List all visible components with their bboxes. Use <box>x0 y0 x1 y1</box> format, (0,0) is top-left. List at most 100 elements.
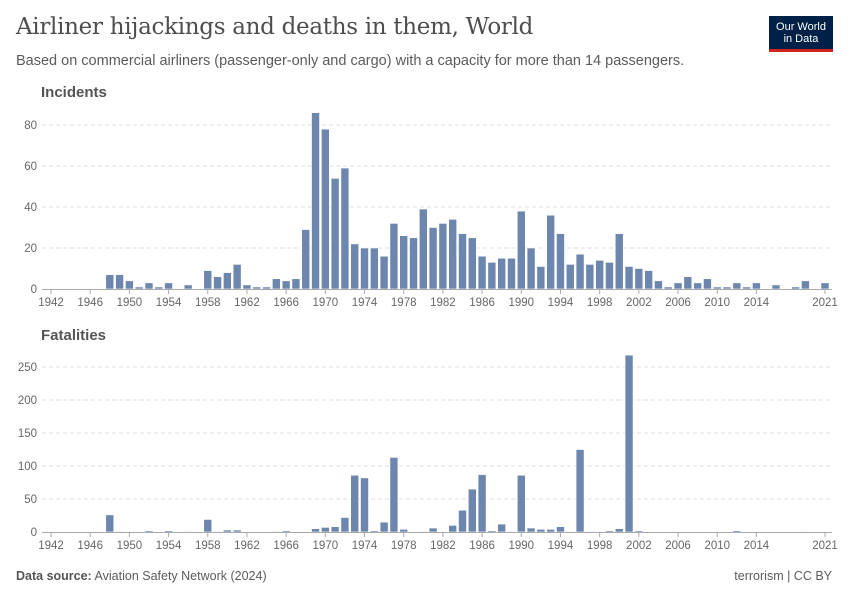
bar-1996[interactable] <box>575 253 585 290</box>
bar-1966[interactable] <box>281 280 291 290</box>
bar-1974[interactable] <box>360 477 369 533</box>
bar-1987[interactable] <box>487 530 497 533</box>
bar-1975[interactable] <box>370 247 379 290</box>
bar-2019[interactable] <box>801 280 810 290</box>
bar-1952[interactable] <box>144 282 154 290</box>
bar-1998[interactable] <box>595 531 604 533</box>
bar-1988[interactable] <box>497 257 506 290</box>
bar-1971[interactable] <box>330 526 340 533</box>
bar-2012[interactable] <box>732 530 742 533</box>
bar-1968[interactable] <box>301 229 311 290</box>
bar-1952[interactable] <box>144 530 154 533</box>
bar-1974[interactable] <box>360 247 369 290</box>
bar-1967[interactable] <box>291 531 301 533</box>
bar-1998[interactable] <box>595 259 604 290</box>
bar-1965[interactable] <box>272 531 281 533</box>
bar-1995[interactable] <box>565 264 575 290</box>
bar-1991[interactable] <box>526 247 536 290</box>
bar-1975[interactable] <box>370 530 379 533</box>
owid-logo[interactable]: Our World in Data <box>769 16 833 52</box>
bar-1981[interactable] <box>428 527 438 533</box>
bar-2004[interactable] <box>654 280 663 290</box>
bar-1984[interactable] <box>458 509 467 533</box>
bar-1960[interactable] <box>223 529 232 533</box>
bar-2002[interactable] <box>634 268 644 290</box>
bar-1954[interactable] <box>164 530 173 533</box>
bar-1992[interactable] <box>536 529 546 533</box>
bar-2011[interactable] <box>722 286 732 290</box>
bar-1983[interactable] <box>448 525 457 533</box>
bar-1954[interactable] <box>164 282 173 290</box>
bar-1956[interactable] <box>183 284 193 290</box>
bar-1948[interactable] <box>105 274 115 290</box>
bar-1994[interactable] <box>556 526 565 533</box>
bar-1972[interactable] <box>340 167 350 290</box>
bar-1980[interactable] <box>419 208 428 290</box>
bar-1986[interactable] <box>477 474 487 533</box>
bar-2008[interactable] <box>693 282 702 290</box>
bar-1953[interactable] <box>154 286 164 290</box>
bar-1967[interactable] <box>291 278 301 290</box>
bar-2014[interactable] <box>752 282 761 290</box>
bar-1970[interactable] <box>321 527 330 533</box>
bar-2021[interactable] <box>820 282 830 290</box>
bar-2019[interactable] <box>801 531 810 533</box>
bar-1992[interactable] <box>536 266 546 290</box>
bar-1961[interactable] <box>232 264 242 290</box>
bar-1997[interactable] <box>585 531 595 533</box>
bar-2000[interactable] <box>614 528 624 533</box>
bar-1989[interactable] <box>507 531 516 533</box>
bar-1969[interactable] <box>311 112 320 290</box>
bar-1962[interactable] <box>242 284 252 290</box>
bar-2009[interactable] <box>703 278 712 290</box>
bar-1964[interactable] <box>262 286 271 290</box>
bar-1949[interactable] <box>115 274 124 290</box>
bar-2005[interactable] <box>663 286 673 290</box>
bar-1973[interactable] <box>350 243 360 290</box>
bar-1961[interactable] <box>232 529 242 533</box>
bar-1951[interactable] <box>134 286 144 290</box>
bar-1963[interactable] <box>252 286 262 290</box>
bar-2018[interactable] <box>791 286 800 290</box>
bar-2006[interactable] <box>673 282 683 290</box>
bar-1984[interactable] <box>458 233 467 290</box>
bar-1976[interactable] <box>379 521 389 533</box>
bar-1948[interactable] <box>105 514 115 533</box>
bar-1999[interactable] <box>605 262 614 290</box>
bar-1990[interactable] <box>516 210 526 290</box>
bar-1971[interactable] <box>330 178 340 290</box>
source-link[interactable]: Aviation Safety Network (2024) <box>94 569 267 583</box>
bar-1994[interactable] <box>556 233 565 290</box>
bar-1993[interactable] <box>546 214 555 290</box>
bar-1978[interactable] <box>399 235 409 290</box>
bar-1982[interactable] <box>438 223 448 290</box>
bar-1972[interactable] <box>340 517 350 533</box>
bar-1977[interactable] <box>389 457 399 533</box>
bar-2016[interactable] <box>771 284 781 290</box>
bar-1983[interactable] <box>448 219 457 290</box>
bar-1988[interactable] <box>497 523 506 533</box>
bar-1966[interactable] <box>281 530 291 533</box>
bar-1980[interactable] <box>419 531 428 533</box>
bar-2002[interactable] <box>634 530 644 533</box>
bar-1991[interactable] <box>526 527 536 533</box>
bar-1970[interactable] <box>321 128 330 290</box>
bar-1978[interactable] <box>399 529 409 533</box>
bar-1956[interactable] <box>183 531 193 533</box>
footer-license[interactable]: terrorism | CC BY <box>734 569 832 583</box>
bar-2001[interactable] <box>624 354 634 533</box>
bar-1958[interactable] <box>203 519 213 533</box>
bar-1968[interactable] <box>301 531 311 533</box>
bar-1993[interactable] <box>546 529 555 533</box>
bar-1979[interactable] <box>409 237 418 290</box>
bar-1986[interactable] <box>477 255 487 290</box>
bar-2001[interactable] <box>624 266 634 290</box>
bar-1990[interactable] <box>516 474 526 533</box>
bar-1958[interactable] <box>203 270 213 290</box>
bar-2013[interactable] <box>742 286 751 290</box>
bar-2007[interactable] <box>683 276 693 290</box>
bar-1999[interactable] <box>605 530 614 533</box>
bar-2000[interactable] <box>614 233 624 290</box>
bar-1959[interactable] <box>213 531 222 533</box>
bar-1959[interactable] <box>213 276 222 290</box>
